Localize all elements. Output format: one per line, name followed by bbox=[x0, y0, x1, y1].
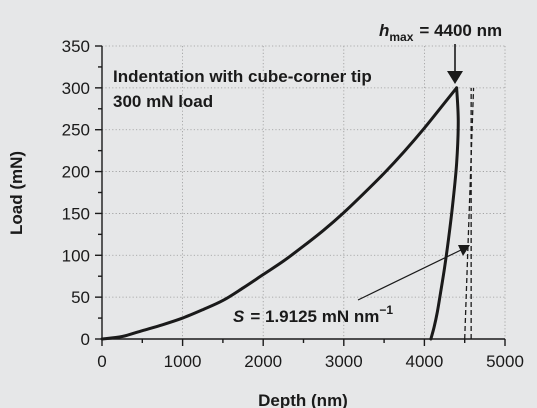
x-tick-label: 1000 bbox=[164, 352, 202, 371]
y-axis-title: Load (mN) bbox=[7, 151, 26, 235]
y-tick-label: 150 bbox=[62, 204, 90, 223]
x-axis-title: Depth (nm) bbox=[258, 391, 348, 408]
hmax-subscript: max bbox=[389, 30, 413, 44]
annotation-line-2: 300 mN load bbox=[113, 92, 213, 111]
grid bbox=[102, 45, 506, 339]
stiffness-label: S = 1.9125 mN nm−1 bbox=[233, 303, 393, 326]
x-tick-label: 2000 bbox=[244, 352, 282, 371]
axes: 0 50 100 150 200 250 300 350 0 1000 2000 3000 4000 50… bbox=[62, 37, 524, 371]
stiffness-value: = 1.9125 mN nm bbox=[250, 307, 379, 326]
hmax-value: = 4400 nm bbox=[419, 21, 502, 40]
y-tick-label: 300 bbox=[62, 79, 90, 98]
y-tick-label: 50 bbox=[71, 288, 90, 307]
x-tick-label: 5000 bbox=[486, 352, 524, 371]
x-tick-label: 4000 bbox=[405, 352, 443, 371]
y-tick-label: 350 bbox=[62, 37, 90, 56]
stiffness-reference-lines bbox=[464, 87, 475, 340]
annotation-line-1: Indentation with cube-corner tip bbox=[113, 67, 372, 86]
x-tick-label: 3000 bbox=[325, 352, 363, 371]
x-tick-label: 0 bbox=[97, 352, 106, 371]
stiffness-symbol: S bbox=[233, 307, 245, 326]
stiffness-arrow bbox=[357, 245, 470, 301]
y-tick-label: 200 bbox=[62, 163, 90, 182]
hmax-arrow bbox=[447, 44, 463, 84]
curves bbox=[100, 86, 460, 341]
unloading-curve bbox=[429, 86, 460, 341]
stiffness-superscript: −1 bbox=[379, 303, 393, 317]
y-tick-label: 100 bbox=[62, 246, 90, 265]
loading-curve bbox=[100, 86, 459, 341]
stiffness-reference-line bbox=[464, 87, 475, 340]
hmax-symbol: h bbox=[379, 21, 389, 40]
y-tick-label: 250 bbox=[62, 121, 90, 140]
hmax-label: hmax = 4400 nm bbox=[379, 21, 502, 44]
y-tick-label: 0 bbox=[81, 330, 90, 349]
